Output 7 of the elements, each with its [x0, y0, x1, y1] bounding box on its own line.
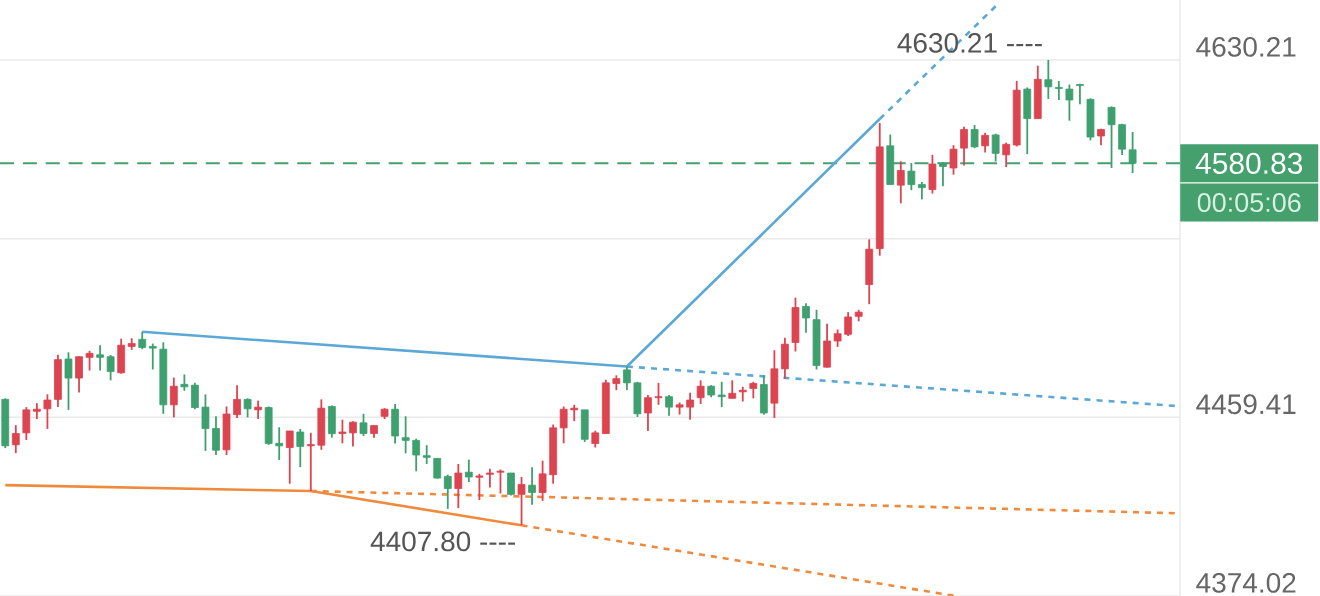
ref-line-label: 4580.83: [1195, 152, 1303, 174]
annotation: 4407.80 ----: [370, 531, 516, 552]
text: 00:05:06: [1197, 192, 1301, 213]
y-tick-label: 4630.21: [1196, 37, 1296, 57]
y-tick-label: 4374.02: [1196, 572, 1296, 593]
annotation: 4630.21 ----: [897, 33, 1042, 53]
y-tick-label: 4459.41: [1196, 394, 1296, 415]
